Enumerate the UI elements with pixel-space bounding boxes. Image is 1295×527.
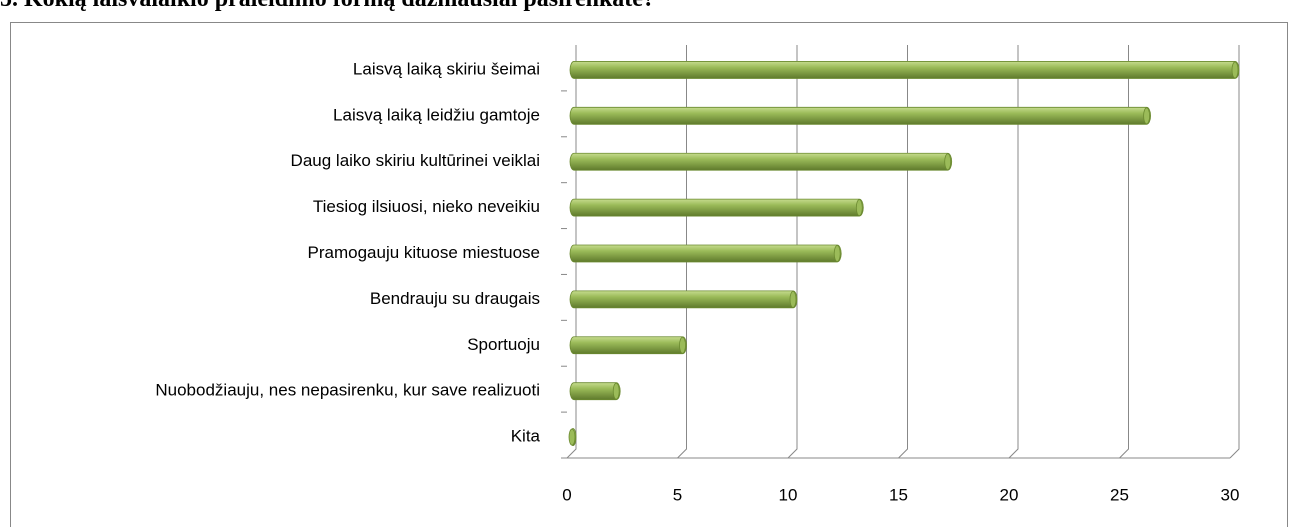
y-tick-label: Nuobodžiauju, nes nepasirenku, kur save … (155, 381, 540, 400)
x-tick-label: 15 (889, 485, 908, 504)
bar (569, 382, 621, 401)
y-tick-label: Pramogauju kituose miestuose (308, 243, 540, 262)
bar-cap (789, 290, 797, 308)
grid-line (898, 45, 908, 459)
x-tick-label: 30 (1221, 485, 1240, 504)
y-tick-label: Kita (511, 427, 541, 446)
bar-cap (612, 382, 620, 400)
x-tick-label: 0 (562, 485, 571, 504)
grid-line (1008, 45, 1019, 459)
x-tick-label: 25 (1110, 485, 1129, 504)
y-tick-label: Tiesiog ilsiuosi, nieko neveikiu (313, 197, 540, 216)
bar-cap (1143, 107, 1150, 125)
x-tick-label: 5 (673, 485, 682, 504)
bar-cap (833, 245, 841, 262)
bar (569, 198, 864, 217)
y-tick-label: Bendrauju su draugais (370, 289, 540, 308)
y-tick-label: Laisvą laiką leidžiu gamtoje (333, 105, 540, 124)
grid-line (787, 45, 798, 459)
x-tick-label: 10 (779, 485, 798, 504)
bar-cap (679, 336, 686, 354)
y-tick-label: Laisvą laiką skiriu šeimai (353, 59, 540, 78)
bar-cap (944, 153, 952, 171)
x-tick-label: 20 (1000, 485, 1019, 504)
y-tick-label: Daug laiko skiriu kultūrinei veiklai (291, 151, 540, 170)
bar-cap (1231, 61, 1239, 79)
bar-cap (855, 199, 863, 217)
bar (569, 152, 953, 171)
chart-title: 5. Kokią laisvalaikio praleidimo formą d… (0, 0, 655, 12)
bar (569, 336, 687, 355)
grid-line (677, 45, 687, 459)
bar-cap (568, 428, 576, 446)
bar (569, 106, 1151, 125)
grid-line (566, 45, 577, 459)
bar (569, 290, 798, 309)
bar (569, 244, 842, 263)
grid-line (1229, 45, 1240, 459)
y-tick-label: Sportuoju (467, 335, 540, 354)
grid-line (1119, 45, 1129, 459)
chart-border (10, 22, 1288, 527)
bar (569, 61, 1240, 79)
